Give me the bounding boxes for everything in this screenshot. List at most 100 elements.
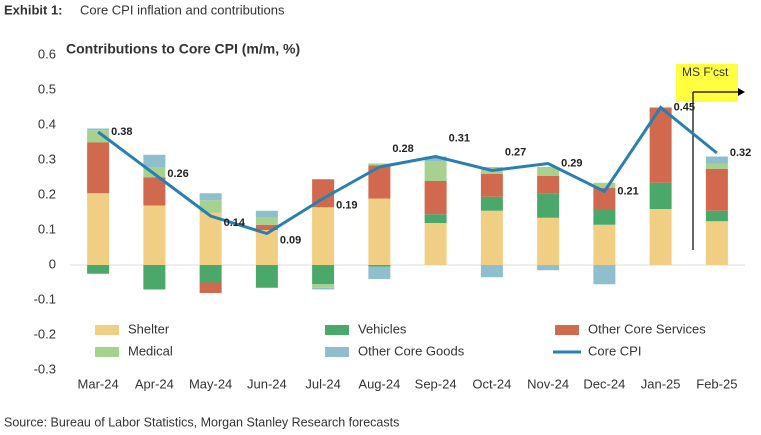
bar-segment [593, 224, 616, 265]
bar-segment [424, 156, 447, 162]
bar-segment [199, 200, 222, 213]
bar-segment [199, 282, 222, 293]
bar-segment [312, 207, 335, 265]
data-label: 0.14 [224, 217, 246, 229]
x-tick-label: May-24 [189, 376, 232, 391]
bar-segment [593, 209, 616, 225]
bar-segment [424, 214, 447, 223]
data-label: 0.27 [505, 146, 526, 158]
bar-segment [143, 265, 166, 290]
data-label: 0.45 [674, 101, 695, 113]
x-tick-label: Nov-24 [527, 376, 569, 391]
x-tick-label: Aug-24 [358, 376, 400, 391]
bar-segment [312, 265, 335, 285]
legend-label: Medical [128, 343, 173, 358]
bar-segment [537, 167, 560, 176]
bar-segment [480, 196, 503, 211]
data-label: 0.21 [617, 185, 638, 197]
x-tick-label: Jul-24 [305, 376, 340, 391]
data-label: 0.38 [111, 126, 132, 138]
data-label: 0.28 [392, 143, 413, 155]
legend-label: Vehicles [358, 321, 407, 336]
bar-segment [255, 210, 278, 218]
data-label: 0.09 [280, 234, 301, 246]
x-tick-label: Jun-24 [247, 376, 287, 391]
bar-segment [199, 212, 222, 265]
legend-label: Other Core Services [588, 321, 706, 336]
bar-segment [537, 175, 560, 194]
bar-segment [649, 182, 672, 209]
legend-label: Shelter [128, 321, 170, 336]
data-label: 0.26 [167, 168, 188, 180]
bar-segment [537, 193, 560, 218]
y-tick-label: 0.4 [38, 116, 56, 131]
legend-swatch [95, 325, 119, 335]
legend-label: Core CPI [588, 343, 641, 358]
x-tick-label: Oct-24 [472, 376, 511, 391]
bar-segment [424, 181, 447, 215]
bar-segment [143, 205, 166, 265]
y-tick-label: 0.3 [38, 151, 56, 166]
bar-segment [480, 265, 503, 278]
y-tick-label: 0.1 [38, 221, 56, 236]
bar-segment [593, 188, 616, 209]
bar-segment [87, 142, 110, 194]
bar-segment [705, 156, 728, 164]
bar-segment [705, 168, 728, 211]
x-tick-label: Apr-24 [135, 376, 174, 391]
bar-segment [143, 177, 166, 206]
data-label: 0.31 [449, 132, 470, 144]
annotation-highlight [676, 64, 738, 102]
bar-segment [649, 107, 672, 183]
x-tick-label: Sep-24 [415, 376, 457, 391]
bar-segment [649, 209, 672, 265]
bar-segment [537, 265, 560, 271]
y-tick-label: -0.1 [34, 291, 56, 306]
bar-segment [424, 223, 447, 265]
exhibit-text: Core CPI inflation and contributions [80, 2, 285, 17]
bar-segment [87, 193, 110, 265]
bar-segment [593, 182, 616, 188]
legend-label: Other Core Goods [358, 343, 465, 358]
bar-segment [87, 130, 110, 143]
data-label: 0.19 [336, 199, 357, 211]
exhibit-label: Exhibit 1: [4, 2, 63, 17]
y-tick-label: 0.5 [38, 81, 56, 96]
legend-swatch [95, 347, 119, 357]
bar-segment [480, 210, 503, 265]
bar-segment [255, 230, 278, 265]
x-tick-label: Feb-25 [696, 376, 737, 391]
x-tick-label: Jan-25 [641, 376, 681, 391]
y-tick-label: 0.2 [38, 186, 56, 201]
y-tick-label: 0.6 [38, 46, 56, 61]
chart-title: Contributions to Core CPI (m/m, %) [66, 41, 300, 57]
annotation-arrowhead [738, 88, 745, 96]
bar-segment [480, 174, 503, 197]
legend-swatch [325, 347, 349, 357]
bar-segment [368, 266, 391, 279]
bar-segment [368, 165, 391, 199]
bar-segment [368, 198, 391, 265]
bar-segment [537, 217, 560, 265]
bar-segment [312, 284, 335, 288]
bar-segment [255, 265, 278, 288]
bar-segment [705, 163, 728, 169]
x-tick-label: Mar-24 [78, 376, 119, 391]
source: Source: Bureau of Labor Statistics, Morg… [4, 415, 399, 429]
bar-segment [199, 193, 222, 201]
bar-segment [87, 265, 110, 274]
legend-swatch [555, 325, 579, 335]
x-tick-label: Dec-24 [583, 376, 625, 391]
bar-segment [705, 221, 728, 265]
legend-swatch [325, 325, 349, 335]
bar-segment [87, 128, 110, 131]
data-label: 0.29 [561, 157, 582, 169]
bar-segment [255, 224, 278, 230]
bar-segment [312, 287, 335, 290]
bar-segment [368, 163, 391, 166]
bar-segment [593, 265, 616, 285]
bar-segment [424, 161, 447, 181]
data-label: 0.32 [730, 147, 751, 159]
core-cpi-line [97, 105, 718, 236]
